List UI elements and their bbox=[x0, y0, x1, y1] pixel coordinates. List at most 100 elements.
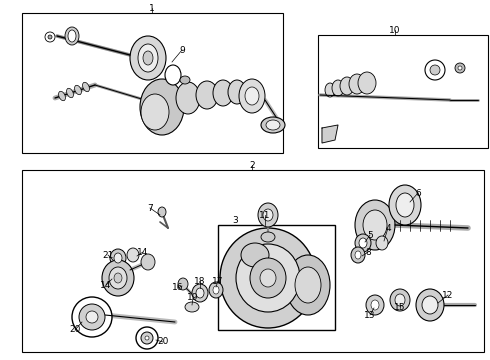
Ellipse shape bbox=[209, 282, 223, 298]
Circle shape bbox=[86, 311, 98, 323]
Ellipse shape bbox=[114, 273, 122, 283]
Ellipse shape bbox=[366, 295, 384, 315]
Circle shape bbox=[141, 332, 153, 344]
Ellipse shape bbox=[395, 294, 405, 306]
Ellipse shape bbox=[141, 94, 169, 130]
Ellipse shape bbox=[67, 88, 74, 98]
Text: 14: 14 bbox=[137, 248, 148, 257]
Ellipse shape bbox=[180, 76, 190, 84]
Ellipse shape bbox=[260, 269, 276, 287]
Ellipse shape bbox=[141, 254, 155, 270]
Ellipse shape bbox=[127, 248, 139, 262]
Text: 20: 20 bbox=[157, 338, 169, 346]
Ellipse shape bbox=[261, 117, 285, 133]
Ellipse shape bbox=[109, 267, 127, 289]
Ellipse shape bbox=[143, 51, 153, 65]
Ellipse shape bbox=[74, 85, 81, 95]
Text: 2: 2 bbox=[249, 161, 255, 170]
Ellipse shape bbox=[65, 27, 79, 45]
Bar bbox=[22, 170, 484, 352]
Ellipse shape bbox=[355, 200, 395, 250]
Ellipse shape bbox=[325, 83, 335, 97]
Ellipse shape bbox=[178, 278, 188, 290]
Ellipse shape bbox=[241, 243, 269, 267]
Text: 8: 8 bbox=[365, 248, 371, 257]
Ellipse shape bbox=[416, 289, 444, 321]
Ellipse shape bbox=[196, 288, 204, 298]
Ellipse shape bbox=[355, 234, 371, 252]
Text: 5: 5 bbox=[367, 230, 373, 239]
Circle shape bbox=[48, 35, 52, 39]
Circle shape bbox=[45, 32, 55, 42]
Ellipse shape bbox=[110, 249, 126, 267]
Circle shape bbox=[425, 60, 445, 80]
Ellipse shape bbox=[358, 72, 376, 94]
Text: 14: 14 bbox=[100, 280, 112, 289]
Ellipse shape bbox=[332, 80, 344, 96]
Ellipse shape bbox=[261, 232, 275, 242]
Text: 6: 6 bbox=[415, 189, 421, 198]
Ellipse shape bbox=[390, 289, 410, 311]
Ellipse shape bbox=[59, 91, 66, 101]
Text: 20: 20 bbox=[69, 325, 81, 334]
Ellipse shape bbox=[130, 36, 166, 80]
Ellipse shape bbox=[158, 207, 166, 217]
Text: 18: 18 bbox=[194, 276, 206, 285]
Text: 10: 10 bbox=[389, 26, 401, 35]
Circle shape bbox=[458, 66, 462, 70]
Circle shape bbox=[430, 65, 440, 75]
Ellipse shape bbox=[82, 82, 90, 92]
Ellipse shape bbox=[213, 80, 233, 106]
Ellipse shape bbox=[213, 286, 219, 294]
Ellipse shape bbox=[176, 82, 200, 114]
Text: 7: 7 bbox=[147, 203, 153, 212]
Text: 1: 1 bbox=[149, 4, 155, 13]
Ellipse shape bbox=[263, 209, 273, 221]
Text: 13: 13 bbox=[364, 310, 376, 320]
Circle shape bbox=[79, 304, 105, 330]
Ellipse shape bbox=[185, 302, 199, 312]
Ellipse shape bbox=[286, 255, 330, 315]
Text: 12: 12 bbox=[442, 291, 454, 300]
Ellipse shape bbox=[351, 247, 365, 263]
Text: 9: 9 bbox=[179, 45, 185, 54]
Ellipse shape bbox=[245, 87, 259, 105]
Text: 3: 3 bbox=[232, 216, 238, 225]
Circle shape bbox=[136, 327, 158, 349]
Ellipse shape bbox=[359, 238, 367, 248]
Ellipse shape bbox=[389, 185, 421, 225]
Ellipse shape bbox=[236, 244, 300, 312]
Text: 21: 21 bbox=[102, 251, 114, 260]
Ellipse shape bbox=[220, 228, 316, 328]
Text: 19: 19 bbox=[187, 293, 199, 302]
Text: 4: 4 bbox=[385, 224, 391, 233]
Ellipse shape bbox=[68, 30, 76, 42]
Circle shape bbox=[145, 336, 149, 340]
Bar bbox=[22, 13, 283, 153]
Text: 16: 16 bbox=[172, 284, 184, 292]
Ellipse shape bbox=[239, 79, 265, 113]
Ellipse shape bbox=[422, 296, 438, 314]
Ellipse shape bbox=[138, 44, 158, 72]
Ellipse shape bbox=[114, 253, 122, 263]
Text: 15: 15 bbox=[394, 303, 406, 312]
Ellipse shape bbox=[371, 300, 379, 310]
Ellipse shape bbox=[376, 236, 388, 250]
Ellipse shape bbox=[349, 74, 365, 94]
Bar bbox=[318, 35, 488, 148]
Ellipse shape bbox=[295, 267, 321, 303]
Ellipse shape bbox=[258, 203, 278, 227]
Ellipse shape bbox=[140, 79, 184, 135]
Ellipse shape bbox=[192, 284, 208, 302]
Bar bbox=[218, 225, 335, 330]
Ellipse shape bbox=[266, 120, 280, 130]
Ellipse shape bbox=[196, 81, 218, 109]
Ellipse shape bbox=[228, 80, 246, 104]
Ellipse shape bbox=[250, 258, 286, 298]
Ellipse shape bbox=[102, 260, 134, 296]
Ellipse shape bbox=[396, 193, 414, 217]
Text: 17: 17 bbox=[212, 276, 224, 285]
Ellipse shape bbox=[340, 77, 354, 95]
Ellipse shape bbox=[355, 251, 361, 259]
Ellipse shape bbox=[363, 210, 387, 240]
